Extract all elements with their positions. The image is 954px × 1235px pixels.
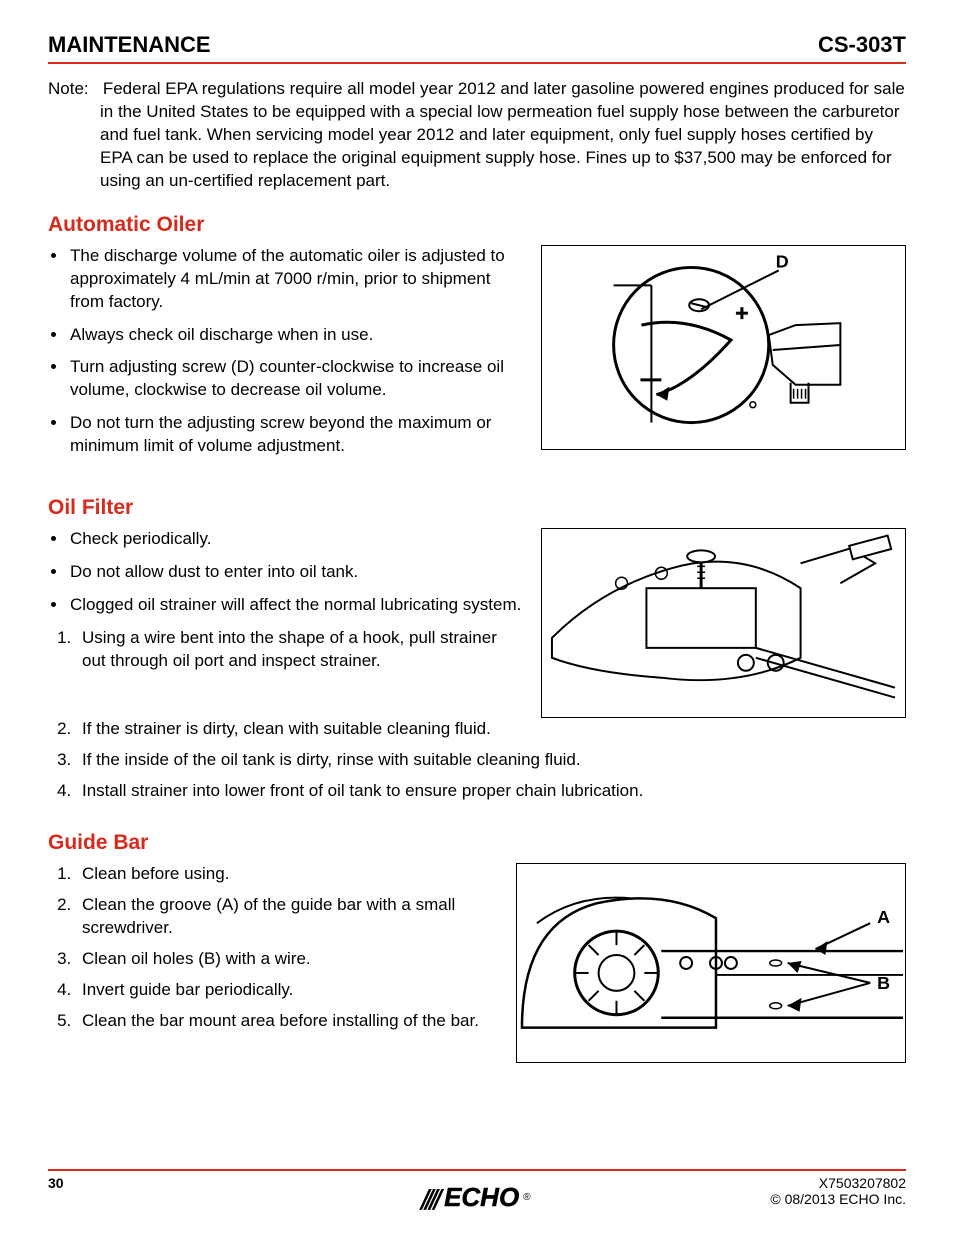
list-item: Always check oil discharge when in use. <box>68 324 523 347</box>
list-item: Do not allow dust to enter into oil tank… <box>68 561 523 584</box>
doc-number: X7503207802 <box>770 1175 906 1191</box>
guidebar-steps: Clean before using. Clean the groove (A)… <box>48 863 498 1033</box>
list-item: If the inside of the oil tank is dirty, … <box>76 749 906 772</box>
copyright: © 08/2013 ECHO Inc. <box>770 1191 906 1207</box>
list-item: Clean the bar mount area before installi… <box>76 1010 498 1033</box>
section-title: Oil Filter <box>48 496 906 520</box>
callout-d: D <box>776 251 789 271</box>
oiler-figure: D <box>541 245 906 450</box>
oiler-bullets: The discharge volume of the automatic oi… <box>48 245 523 459</box>
page-number: 30 <box>48 1175 64 1191</box>
callout-a: A <box>877 907 890 927</box>
list-item: Install strainer into lower front of oil… <box>76 780 906 803</box>
section-guide-bar: Guide Bar Clean before using. Clean the … <box>48 831 906 1063</box>
list-item: If the strainer is dirty, clean with sui… <box>76 718 906 741</box>
section-title: Automatic Oiler <box>48 213 906 237</box>
list-item: The discharge volume of the automatic oi… <box>68 245 523 314</box>
note-body: Federal EPA regulations require all mode… <box>100 79 905 190</box>
filter-steps-full: If the strainer is dirty, clean with sui… <box>48 718 906 803</box>
guidebar-diagram-svg: A B <box>517 863 905 1063</box>
filter-diagram-svg <box>542 528 905 718</box>
section-title: Guide Bar <box>48 831 906 855</box>
oiler-diagram-svg: D <box>542 245 905 450</box>
guidebar-figure: A B <box>516 863 906 1063</box>
list-item: Using a wire bent into the shape of a ho… <box>76 627 523 673</box>
page-footer: 30 X7503207802 © 08/2013 ECHO Inc. |||| … <box>48 1169 906 1207</box>
section-oil-filter: Oil Filter Check periodically. Do not al… <box>48 496 906 803</box>
list-item: Clean the groove (A) of the guide bar wi… <box>76 894 498 940</box>
list-item: Do not turn the adjusting screw beyond t… <box>68 412 523 458</box>
list-item: Turn adjusting screw (D) counter-clockwi… <box>68 356 523 402</box>
list-item: Clean before using. <box>76 863 498 886</box>
list-item: Clogged oil strainer will affect the nor… <box>68 594 523 617</box>
note-label: Note: <box>48 79 89 98</box>
callout-b: B <box>877 973 890 993</box>
header-model: CS-303T <box>818 32 906 58</box>
page-header: MAINTENANCE CS-303T <box>48 32 906 64</box>
list-item: Clean oil holes (B) with a wire. <box>76 948 498 971</box>
epa-note: Note: Federal EPA regulations require al… <box>48 78 906 193</box>
header-section-title: MAINTENANCE <box>48 32 211 58</box>
filter-figure <box>541 528 906 718</box>
list-item: Check periodically. <box>68 528 523 551</box>
filter-bullets: Check periodically. Do not allow dust to… <box>48 528 523 617</box>
section-automatic-oiler: Automatic Oiler The discharge volume of … <box>48 213 906 469</box>
filter-steps-col: Using a wire bent into the shape of a ho… <box>48 627 523 673</box>
list-item: Invert guide bar periodically. <box>76 979 498 1002</box>
